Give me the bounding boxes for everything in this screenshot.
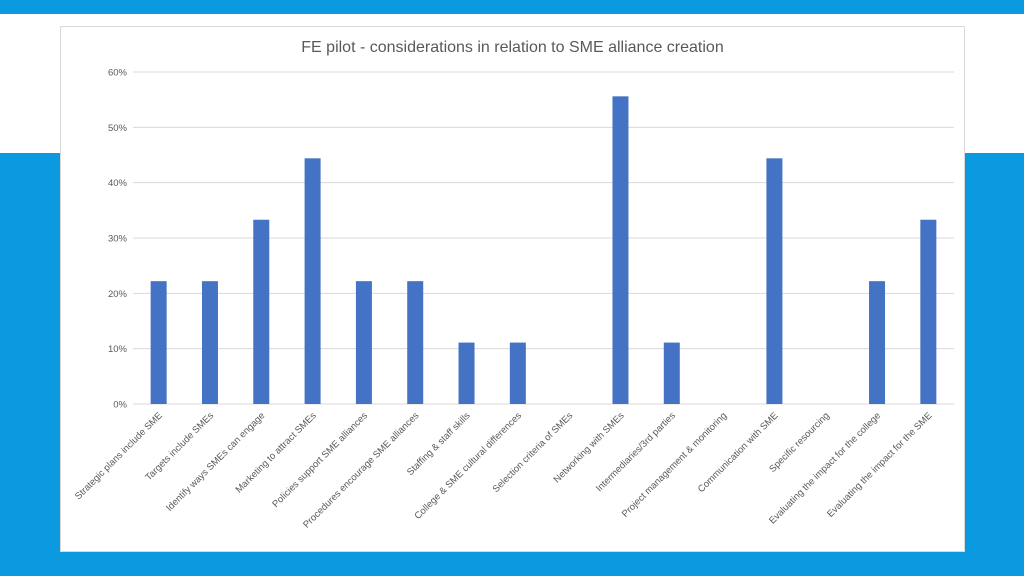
bar bbox=[612, 96, 629, 404]
bar bbox=[150, 281, 167, 404]
x-category-label: Strategic plans include SME bbox=[73, 410, 165, 502]
gridlines bbox=[133, 71, 954, 405]
bar bbox=[869, 281, 886, 404]
y-tick-label: 60% bbox=[108, 68, 128, 79]
top-accent-band bbox=[0, 0, 1024, 14]
y-tick-label: 0% bbox=[113, 400, 127, 411]
y-axis-ticks: 0% 10% 20% 30% 40% 50% 60% bbox=[108, 68, 128, 411]
bar bbox=[458, 342, 475, 404]
x-category-label: Project management & monitoring bbox=[620, 410, 729, 519]
bar bbox=[920, 219, 937, 404]
bar bbox=[766, 158, 783, 404]
y-tick-label: 30% bbox=[108, 234, 128, 245]
y-tick-label: 10% bbox=[108, 344, 128, 355]
x-category-label: Identify ways SMEs can engage bbox=[164, 410, 267, 513]
bar bbox=[355, 281, 372, 404]
x-category-label: Procedures encourage SME alliances bbox=[301, 410, 421, 530]
chart-title: FE pilot - considerations in relation to… bbox=[301, 39, 723, 56]
bar bbox=[663, 342, 680, 404]
chart-card: FE pilot - considerations in relation to… bbox=[60, 26, 965, 552]
bar bbox=[201, 281, 218, 404]
bars bbox=[150, 96, 937, 404]
x-category-label: College & SME cultural differences bbox=[413, 410, 525, 522]
bar bbox=[407, 281, 424, 404]
x-category-label: Evaluating the impact for the SME bbox=[825, 410, 934, 519]
x-category-label: Policies support SME alliances bbox=[270, 410, 370, 510]
bar bbox=[509, 342, 526, 404]
bar bbox=[253, 219, 270, 404]
bar-chart: FE pilot - considerations in relation to… bbox=[73, 39, 954, 531]
x-category-label: Evaluating the impact for the college bbox=[767, 410, 883, 526]
y-tick-label: 40% bbox=[108, 178, 128, 189]
y-tick-label: 50% bbox=[108, 123, 128, 134]
bar bbox=[304, 158, 321, 404]
y-tick-label: 20% bbox=[108, 289, 128, 300]
